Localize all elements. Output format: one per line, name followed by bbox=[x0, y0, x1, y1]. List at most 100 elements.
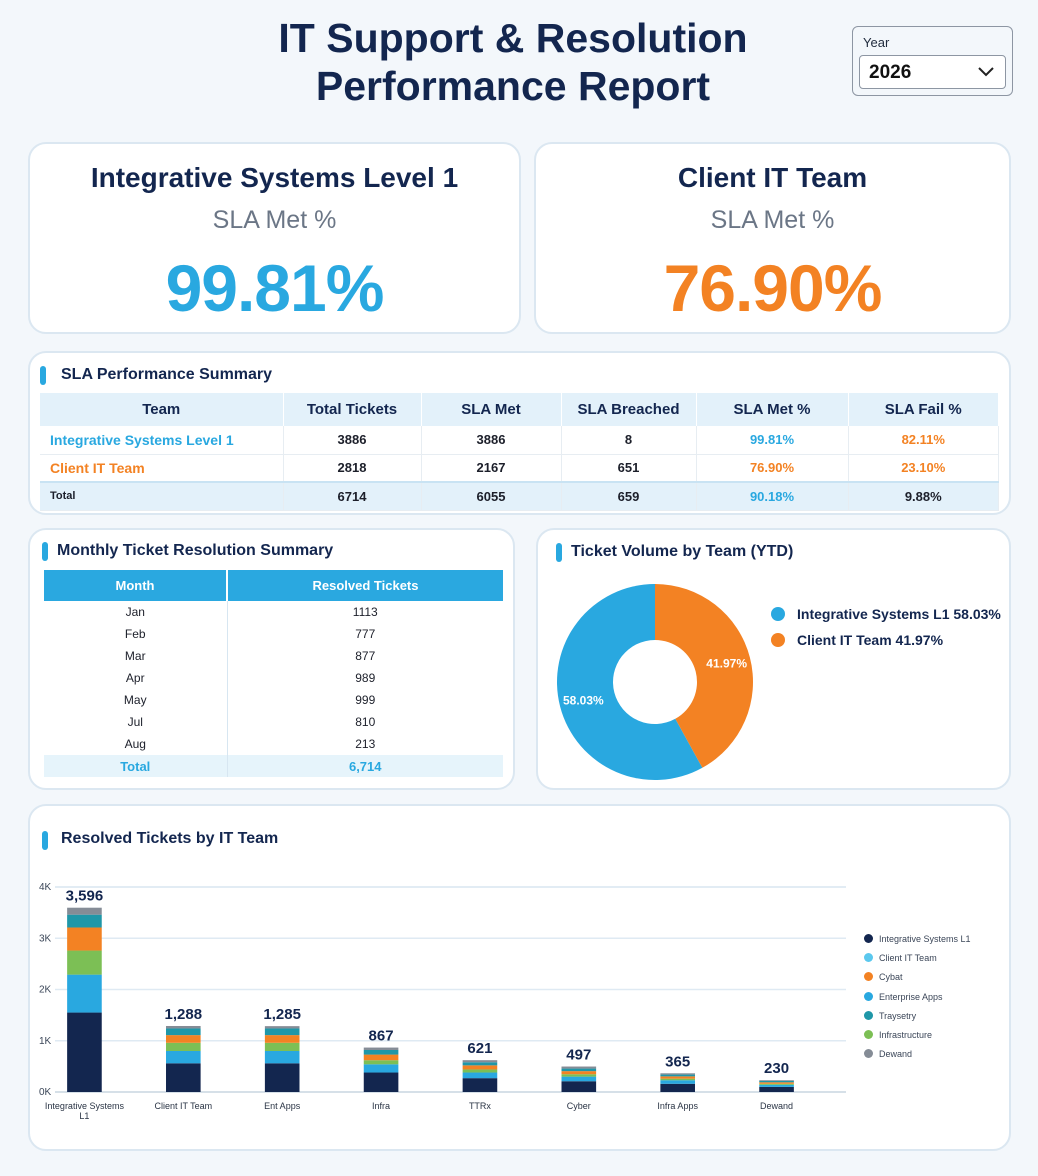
bar-segment bbox=[67, 974, 102, 1013]
table-row: Apr 989 bbox=[44, 667, 503, 689]
bar-total-label: 497 bbox=[566, 1047, 591, 1064]
section-accent bbox=[556, 543, 562, 562]
legend-swatch bbox=[864, 1029, 873, 1039]
kpi-card-integrative: Integrative Systems Level 1 SLA Met % 99… bbox=[28, 142, 521, 334]
bar-segment bbox=[166, 1025, 201, 1029]
bar-segment bbox=[166, 1051, 201, 1064]
team-name: Integrative Systems Level 1 bbox=[40, 426, 284, 455]
column-header: SLA Breached bbox=[561, 393, 697, 426]
month: Aug bbox=[44, 733, 228, 755]
bar-segment bbox=[264, 1063, 300, 1092]
y-tick-label: 1K bbox=[39, 1036, 52, 1047]
legend-item: Traysetry bbox=[864, 1010, 971, 1030]
x-tick-label: Cyber bbox=[567, 1101, 591, 1111]
total-label: Total bbox=[40, 481, 284, 511]
chevron-down-icon bbox=[978, 67, 994, 77]
bar-segment bbox=[561, 1076, 597, 1082]
bar-segment bbox=[462, 1062, 498, 1066]
bar-segment bbox=[363, 1054, 399, 1061]
total-tickets: 3886 bbox=[283, 426, 422, 455]
bar-segment bbox=[660, 1078, 695, 1081]
legend-item: Enterprise Apps bbox=[864, 991, 971, 1011]
y-tick-label: 2K bbox=[39, 985, 52, 996]
resolved-by-team-card: Resolved Tickets by IT Team bbox=[28, 804, 1011, 1151]
bar-segment bbox=[561, 1068, 597, 1072]
legend-item: Integrative Systems L1 58.03% bbox=[771, 606, 1001, 622]
column-header: Resolved Tickets bbox=[227, 570, 503, 601]
sla-met-pct: 99.81% bbox=[696, 426, 849, 455]
bar-segment bbox=[462, 1072, 498, 1079]
table-row: Feb 777 bbox=[44, 623, 503, 645]
x-tick-label: Client IT Team bbox=[154, 1101, 212, 1111]
month: Feb bbox=[44, 623, 228, 645]
team-name: Client IT Team bbox=[40, 454, 284, 483]
bar-segment bbox=[660, 1080, 695, 1084]
bar-segment bbox=[759, 1083, 794, 1085]
bar-total-label: 1,285 bbox=[263, 1006, 301, 1023]
legend-label: Cybat bbox=[879, 972, 903, 983]
resolved: 999 bbox=[355, 693, 376, 707]
y-tick-label: 0K bbox=[39, 1087, 52, 1098]
kpi-card-client: Client IT Team SLA Met % 76.90% bbox=[534, 142, 1011, 334]
legend-label: Traysetry bbox=[879, 1010, 917, 1021]
donut-chart: 58.03% 41.97% bbox=[557, 584, 753, 780]
bar-segment bbox=[166, 1035, 201, 1043]
column-header: SLA Fail % bbox=[848, 393, 999, 426]
legend-label: Infrastructure bbox=[879, 1029, 933, 1040]
donut-slice bbox=[557, 584, 703, 780]
legend-swatch bbox=[864, 991, 873, 1001]
legend-swatch bbox=[771, 633, 785, 647]
kpi-team-name: Integrative Systems Level 1 bbox=[90, 162, 459, 193]
bar-segment bbox=[363, 1049, 399, 1055]
table-row: Integrative Systems Level 1 3886 3886 8 … bbox=[40, 426, 999, 455]
resolved: 810 bbox=[355, 715, 376, 729]
bar-segment bbox=[264, 1051, 300, 1064]
sla-met: 6055 bbox=[421, 481, 562, 511]
x-tick-label: Infra Apps bbox=[657, 1101, 698, 1111]
sla-breached: 8 bbox=[561, 426, 697, 455]
legend-label: Integrative Systems L1 58.03% bbox=[797, 606, 1001, 622]
total-label: Total bbox=[44, 755, 228, 777]
bar-segment bbox=[67, 927, 102, 951]
bar-segment bbox=[166, 1063, 201, 1092]
section-accent bbox=[42, 542, 48, 561]
resolved: 1113 bbox=[352, 605, 378, 619]
table-row: Client IT Team 2818 2167 651 76.90% 23.1… bbox=[40, 454, 999, 483]
bar-segment bbox=[264, 1035, 300, 1043]
resolved: 213 bbox=[355, 737, 376, 751]
year-filter-label: Year bbox=[863, 35, 890, 50]
x-tick-label: Dewand bbox=[760, 1101, 793, 1111]
bar-segment bbox=[660, 1073, 695, 1075]
bar-segment bbox=[660, 1083, 695, 1092]
table-row: Jul 810 bbox=[44, 711, 503, 733]
kpi-value: 76.90% bbox=[663, 251, 883, 325]
bar-segment bbox=[67, 1012, 102, 1092]
resolved: 989 bbox=[355, 671, 376, 685]
section-title: Ticket Volume by Team (YTD) bbox=[571, 543, 794, 560]
bar-total-label: 621 bbox=[467, 1040, 492, 1057]
section-title: Monthly Ticket Resolution Summary bbox=[57, 542, 334, 559]
legend-item: Dewand bbox=[864, 1049, 971, 1068]
bar-total-label: 365 bbox=[665, 1053, 690, 1070]
legend-label: Dewand bbox=[879, 1049, 913, 1060]
sla-breached: 659 bbox=[561, 481, 697, 511]
section-title: Resolved Tickets by IT Team bbox=[61, 830, 279, 847]
sla-fail-pct: 82.11% bbox=[848, 426, 999, 455]
bar-segment bbox=[363, 1064, 399, 1073]
legend-swatch bbox=[864, 953, 873, 963]
ticket-volume-card: Ticket Volume by Team (YTD) 58.03% 41.97%… bbox=[536, 528, 1011, 790]
bar-segment bbox=[67, 907, 102, 915]
table-row: Mar 877 bbox=[44, 645, 503, 667]
bar-segment bbox=[759, 1080, 794, 1083]
bar-total-label: 3,596 bbox=[66, 888, 104, 905]
donut-slice-label: 58.03% bbox=[563, 693, 604, 707]
bar-segment bbox=[561, 1081, 597, 1092]
bar-segment bbox=[462, 1078, 498, 1092]
year-select[interactable]: 2026 bbox=[859, 55, 1006, 89]
sla-met: 2167 bbox=[421, 454, 562, 483]
bar-segment bbox=[462, 1065, 498, 1070]
bar-segment bbox=[462, 1069, 498, 1073]
column-header: SLA Met % bbox=[696, 393, 849, 426]
legend-swatch bbox=[864, 1010, 873, 1020]
